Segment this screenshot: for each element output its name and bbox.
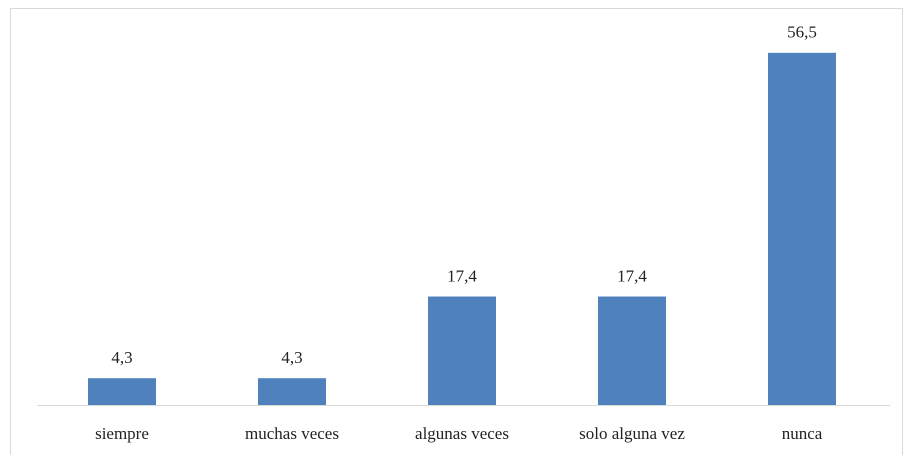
data-label: 4,3 — [111, 348, 132, 367]
bar — [258, 378, 326, 405]
x-tick-label: siempre — [95, 424, 149, 443]
x-tick-label: nunca — [782, 424, 823, 443]
bar — [598, 296, 666, 405]
x-tick-label: solo alguna vez — [579, 424, 685, 443]
bar — [768, 52, 836, 406]
x-tick-label: algunas veces — [415, 424, 509, 443]
data-label: 56,5 — [787, 23, 817, 42]
data-label: 4,3 — [281, 348, 302, 367]
bar — [428, 296, 496, 405]
x-tick-label: muchas veces — [245, 424, 339, 443]
data-label: 17,4 — [447, 266, 477, 285]
bar — [88, 378, 156, 405]
data-label: 17,4 — [617, 266, 647, 285]
